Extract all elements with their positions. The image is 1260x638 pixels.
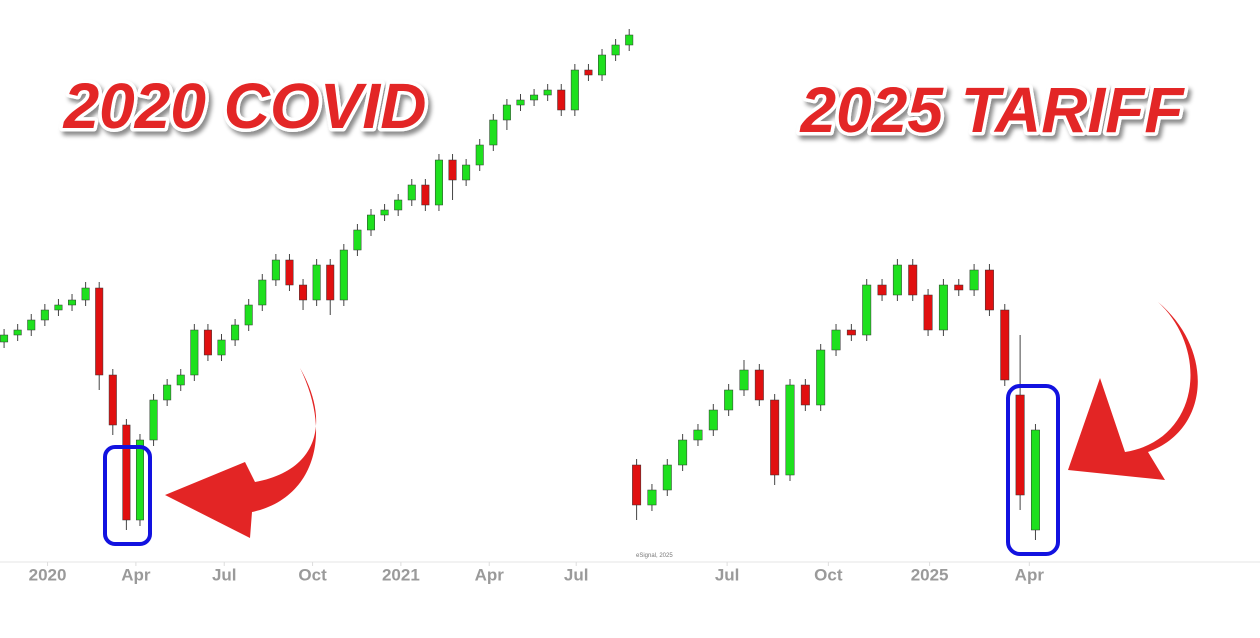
candle-body	[489, 119, 498, 146]
candle-body	[462, 164, 471, 181]
x-tick-label: Oct	[814, 565, 843, 584]
highlight-box	[103, 445, 152, 546]
candle-body	[163, 384, 172, 401]
candle-body	[846, 329, 856, 336]
candle-body	[231, 324, 240, 341]
x-tick-label: 2025	[911, 565, 949, 584]
candle-body	[13, 329, 22, 336]
candle-body	[785, 384, 795, 476]
candle-body	[244, 304, 253, 326]
candle-body	[816, 349, 826, 406]
candle-body	[662, 464, 672, 491]
candle-body	[339, 249, 348, 301]
candle-body	[831, 329, 841, 351]
arrow	[1068, 302, 1198, 480]
candle-body	[299, 284, 308, 301]
candle-body	[678, 439, 688, 466]
candle-body	[271, 259, 280, 281]
candle-body	[892, 264, 902, 296]
candle-body	[326, 264, 335, 301]
candle-body	[135, 439, 144, 521]
candle-body	[1030, 429, 1040, 531]
x-tick-label: Jul	[715, 565, 740, 584]
candle-body	[1015, 394, 1025, 496]
candle-body	[54, 304, 63, 311]
candle-body	[647, 489, 657, 506]
highlight-box	[1006, 384, 1060, 556]
candle-body	[502, 104, 511, 121]
candle-body	[0, 334, 9, 343]
candle-body	[516, 99, 525, 106]
candle-body	[217, 339, 226, 356]
candle-body	[557, 89, 566, 111]
candle-body	[407, 184, 416, 201]
candle-body	[611, 44, 620, 56]
x-tick-label: 2020	[29, 565, 67, 584]
candle-body	[421, 184, 430, 206]
candle-body	[95, 287, 104, 376]
x-tick-label: 2021	[382, 565, 420, 584]
candle-body	[149, 399, 158, 441]
candle-body	[475, 144, 484, 166]
candle-body	[954, 284, 964, 291]
chart-title: 2020 COVID	[63, 70, 427, 142]
candle-body	[434, 159, 443, 206]
candle-body	[754, 369, 764, 401]
candle-body	[739, 369, 749, 391]
candle-body	[27, 319, 36, 331]
candle-body	[862, 284, 872, 336]
candle-body	[380, 209, 389, 216]
x-tick-label: Apr	[121, 565, 151, 584]
x-tick-label: Jul	[212, 565, 237, 584]
candle-body	[203, 329, 212, 356]
candle-body	[877, 284, 887, 296]
candle-body	[923, 294, 933, 331]
candle-body	[122, 424, 131, 521]
candle-body	[394, 199, 403, 211]
arrow	[165, 368, 317, 538]
candle-body	[708, 409, 718, 431]
candle-body	[770, 399, 780, 476]
candle-body	[625, 34, 634, 46]
candle-body	[969, 269, 979, 291]
candle-body	[367, 214, 375, 231]
x-tick-label: Oct	[298, 565, 327, 584]
candle-body	[258, 279, 267, 306]
candle-body	[570, 69, 579, 111]
candle-body	[598, 54, 607, 76]
candle-body	[908, 264, 918, 296]
candle-body	[632, 464, 642, 506]
candle-body	[724, 389, 734, 411]
candle-body	[108, 374, 117, 426]
candle-body	[312, 264, 321, 301]
x-tick-label: Apr	[1015, 565, 1045, 584]
candle-body	[176, 374, 185, 386]
chart-title: 2025 TARIFF	[800, 74, 1186, 146]
candle-body	[285, 259, 294, 286]
watermark: eSignal, 2025	[636, 553, 673, 559]
candle-body	[984, 269, 994, 311]
candle-body	[543, 89, 552, 96]
candle-body	[1000, 309, 1010, 381]
plot: 2020 Apr Jul Oct 2021 Apr Jul Jul Oct 2025 Apr	[0, 29, 1044, 584]
candle-body	[353, 229, 362, 251]
x-tick-label: Jul	[564, 565, 589, 584]
candle-body	[693, 429, 703, 441]
candle-body	[938, 284, 948, 331]
candle-body	[448, 159, 457, 181]
candle-body	[68, 299, 77, 306]
candle-body	[530, 94, 539, 101]
candle-body	[190, 329, 199, 376]
x-tick-label: Apr	[475, 565, 505, 584]
candle-body	[800, 384, 810, 406]
candle-body	[81, 287, 90, 301]
candle-body	[584, 69, 593, 76]
candle-body	[40, 309, 49, 321]
